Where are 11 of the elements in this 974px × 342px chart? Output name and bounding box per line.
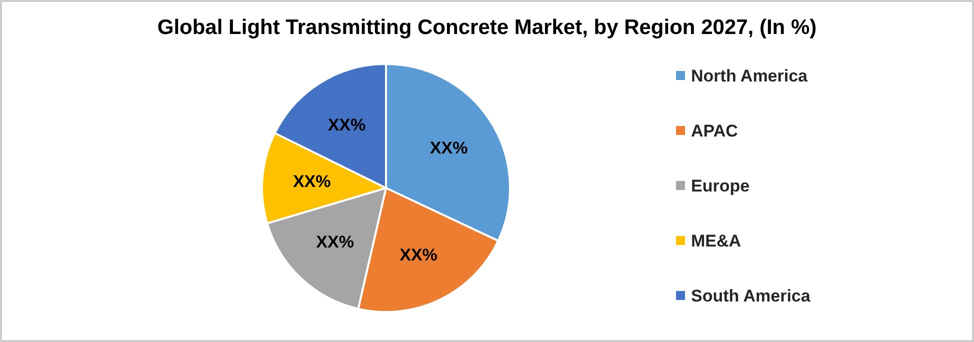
data-label: XX% — [316, 232, 354, 252]
legend-label: South America — [691, 286, 811, 306]
legend-label: APAC — [691, 122, 738, 140]
data-label: XX% — [400, 245, 438, 264]
data-label: XX% — [430, 138, 468, 158]
data-label: XX% — [328, 115, 366, 134]
data-label: XX% — [292, 172, 331, 192]
legend-label: Europe — [691, 176, 750, 196]
chart-title: Global Light Transmitting Concrete Market, by Region 2027, (In %) — [157, 16, 817, 39]
legend-label: North America — [691, 66, 808, 86]
legend-label: ME&A — [691, 232, 742, 250]
